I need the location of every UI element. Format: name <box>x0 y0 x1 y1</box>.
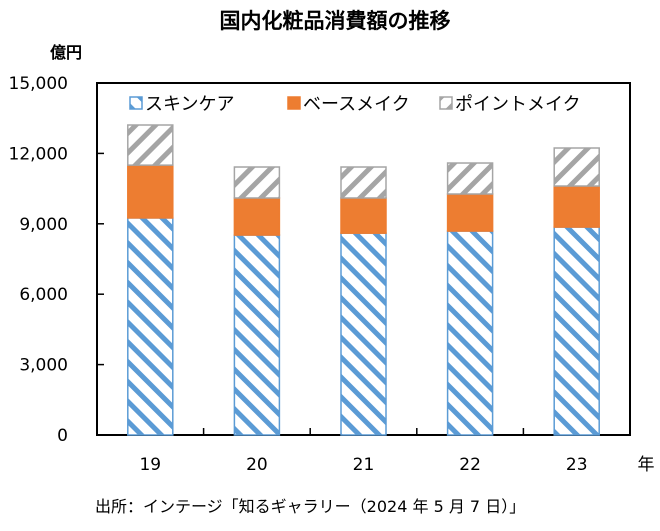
bar-segment-pointmake-23 <box>553 147 600 187</box>
source-note: 出所：インテージ「知るギャラリー（2024 年 5 月 7 日）」 <box>95 497 525 516</box>
chart-title: 国内化粧品消費額の推移 <box>220 9 451 33</box>
bar-segment-basemake-21 <box>340 197 387 234</box>
bar-segment-pointmake-21 <box>340 166 387 199</box>
legend-swatch-pointmake <box>439 96 453 110</box>
legend-swatch-skincare <box>129 96 143 110</box>
bar-segment-basemake-23 <box>553 185 600 228</box>
legend: スキンケア ベースメイク ポイントメイク <box>129 94 581 115</box>
y-axis-unit: 億円 <box>50 43 82 62</box>
legend-label: ポイントメイク <box>455 94 581 115</box>
bar-segment-skincare-19 <box>127 217 174 436</box>
y-tick-label: 6,000 <box>19 285 68 305</box>
bar-segment-skincare-21 <box>340 232 387 436</box>
x-tick-label: 19 <box>139 455 161 475</box>
bar-segment-basemake-22 <box>446 193 494 232</box>
y-tick-label: 12,000 <box>9 144 68 164</box>
bar-segment-pointmake-20 <box>233 166 281 199</box>
y-tick-label: 3,000 <box>19 356 68 376</box>
x-axis: 19 20 21 22 23 <box>139 428 588 475</box>
legend-swatch-basemake <box>287 96 301 110</box>
bar-segment-basemake-20 <box>233 197 281 236</box>
bar-segment-skincare-22 <box>446 230 494 436</box>
bar-segment-pointmake-22 <box>446 162 494 195</box>
bar-segment-skincare-23 <box>553 226 600 436</box>
bar-segment-pointmake-19 <box>127 124 174 166</box>
x-tick-label: 21 <box>353 455 375 475</box>
y-axis: 0 3,000 6,000 9,000 12,000 15,000 <box>9 74 104 446</box>
bar-segment-skincare-20 <box>233 234 281 436</box>
legend-label: ベースメイク <box>303 94 410 115</box>
x-tick-label: 23 <box>566 455 588 475</box>
bars <box>127 124 600 436</box>
y-tick-label: 9,000 <box>19 215 68 235</box>
y-tick-label: 0 <box>57 426 68 446</box>
legend-label: スキンケア <box>145 94 234 115</box>
y-tick-label: 15,000 <box>9 74 68 94</box>
bar-segment-basemake-19 <box>127 164 174 219</box>
x-tick-label: 20 <box>246 455 268 475</box>
x-tick-label: 22 <box>459 455 481 475</box>
x-axis-unit: 年 <box>638 455 655 475</box>
